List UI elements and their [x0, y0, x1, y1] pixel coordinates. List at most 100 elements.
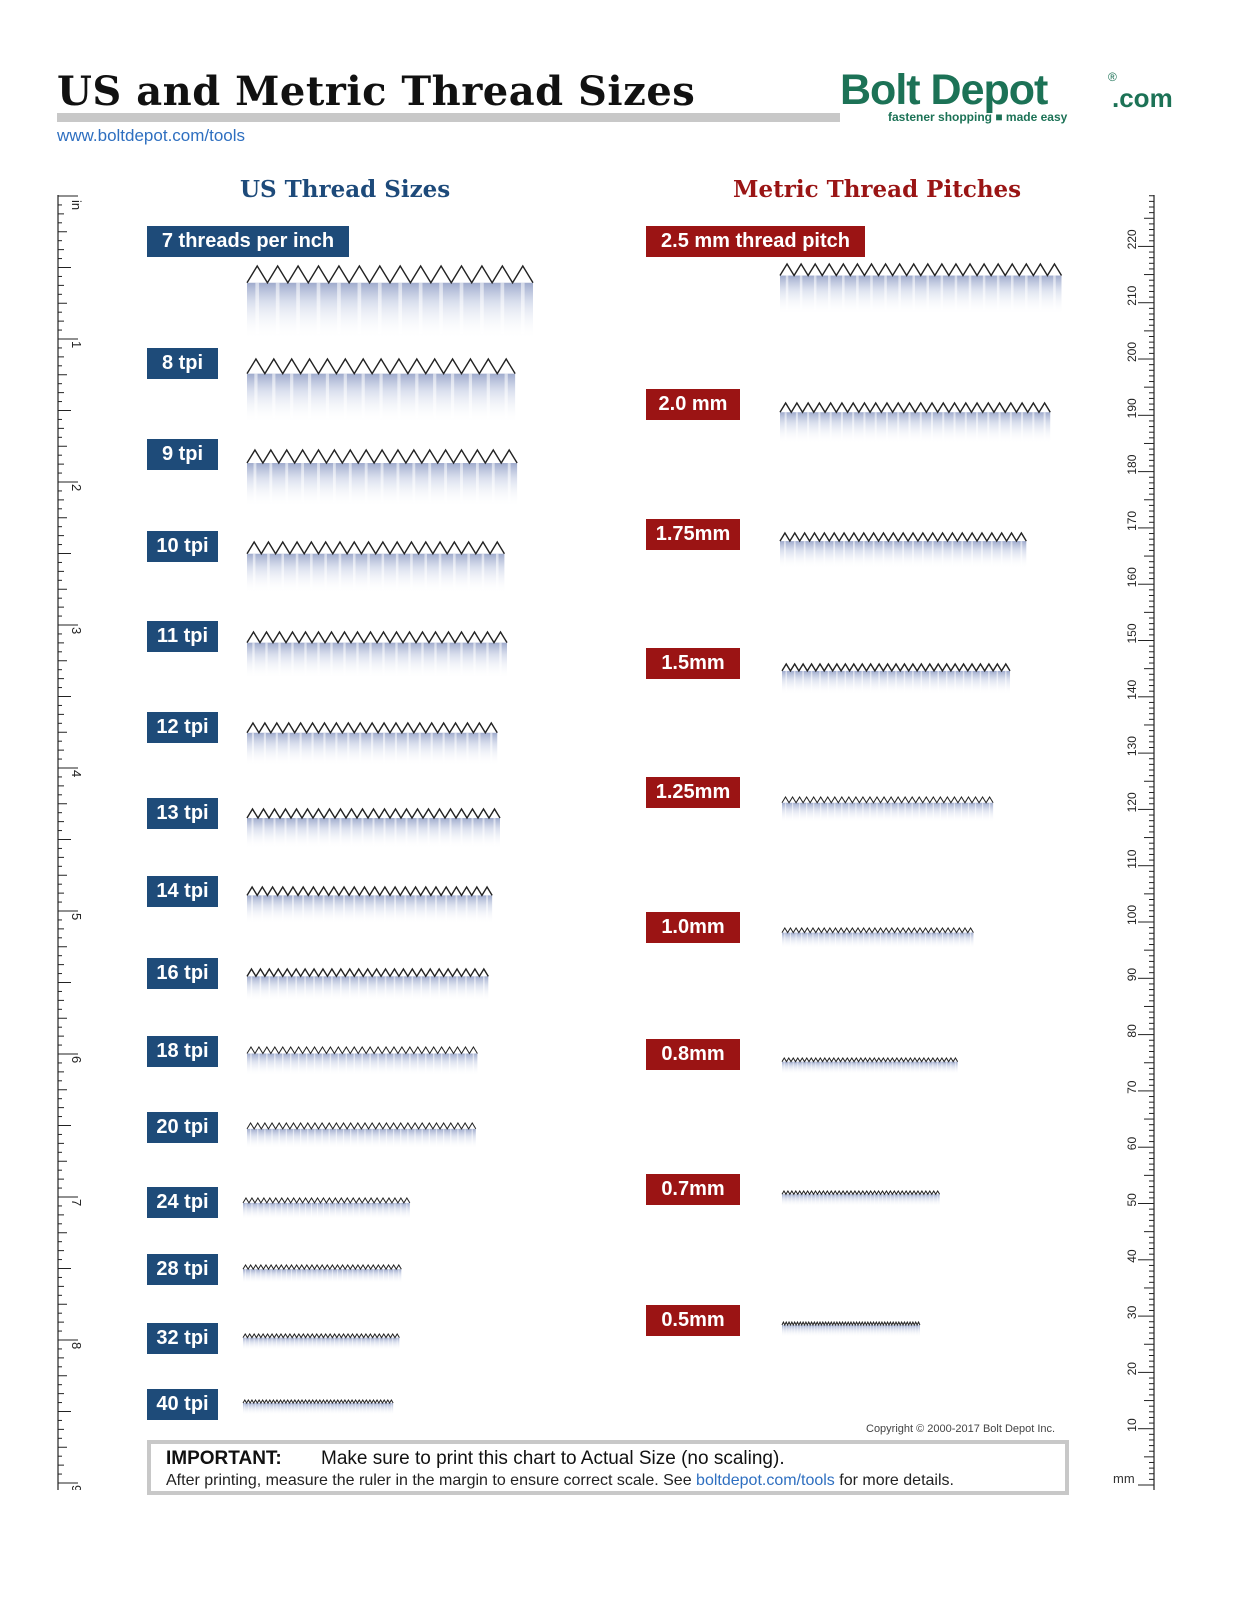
thread-shading [780, 412, 1051, 444]
logo-registered: ® [1108, 70, 1117, 84]
thread-profile [781, 927, 974, 934]
thread-shading [247, 282, 533, 340]
logo-wordmark: Bolt Depot [840, 66, 1048, 114]
ruler-label: 4 [69, 770, 84, 777]
thread-profile [781, 796, 994, 804]
metric-thread-label: 1.75mm [646, 519, 740, 550]
important-notice: IMPORTANT: Make sure to print this chart… [147, 1440, 1069, 1495]
us-thread-label: 10 tpi [147, 531, 218, 562]
us-thread-label: 20 tpi [147, 1112, 218, 1143]
metric-thread-label: 2.0 mm [646, 389, 740, 420]
thread-profile [246, 540, 505, 556]
us-thread-sample [246, 630, 508, 679]
us-thread-sample [246, 1046, 478, 1076]
thread-profile [246, 807, 501, 820]
thread-shading [247, 1128, 476, 1149]
thread-profile [781, 1190, 941, 1196]
ruler-label: 220 [1125, 229, 1139, 249]
metric-thread-sample [779, 531, 1027, 569]
metric-thread-sample [781, 1320, 921, 1337]
ruler-label: 60 [1125, 1137, 1139, 1151]
ruler-label: 150 [1125, 623, 1139, 643]
us-thread-label: 40 tpi [147, 1389, 218, 1420]
tools-link[interactable]: www.boltdepot.com/tools [57, 126, 246, 145]
ruler-label: 1 [69, 341, 84, 348]
ruler-label: 7 [69, 1199, 84, 1206]
details-text: After printing, measure the ruler in the… [166, 1472, 692, 1489]
metric-section-title: Metric Thread Pitches [733, 176, 1022, 203]
ruler-label: 140 [1125, 679, 1139, 699]
us-thread-label: 24 tpi [147, 1187, 218, 1218]
copyright: Copyright © 2000-2017 Bolt Depot Inc. [866, 1423, 1056, 1435]
thread-profile [242, 1264, 402, 1271]
ruler-label: 2 [69, 484, 84, 491]
thread-profile [246, 357, 516, 376]
us-thread-sample [246, 357, 516, 424]
ruler-label: in [69, 200, 84, 210]
thread-profile [781, 1320, 921, 1327]
ruler-label: 10 [1125, 1418, 1139, 1432]
us-thread-sample [246, 540, 505, 594]
us-thread-label: 7 threads per inch [147, 226, 349, 257]
thread-profile [781, 1057, 959, 1063]
ruler-label: 80 [1125, 1024, 1139, 1038]
us-thread-sample [242, 1197, 411, 1220]
us-thread-sample [242, 1264, 402, 1284]
thread-profile [779, 401, 1051, 414]
thread-profile [781, 662, 1011, 673]
us-thread-label: 16 tpi [147, 958, 218, 989]
metric-thread-sample [781, 1190, 941, 1207]
thread-shading [780, 275, 1062, 315]
thread-profile [242, 1399, 394, 1404]
thread-profile [242, 1333, 400, 1339]
thread-profile [779, 262, 1063, 277]
us-thread-label: 12 tpi [147, 712, 218, 743]
bolt-depot-logo[interactable]: Bolt Depot ® .com fastener shopping ■ ma… [840, 66, 1180, 128]
metric-thread-label: 1.5mm [646, 648, 740, 679]
thread-profile [246, 448, 518, 465]
page-title: US and Metric Thread Sizes [57, 68, 696, 115]
ruler-label: 90 [1125, 968, 1139, 982]
metric-thread-sample [781, 796, 994, 823]
important-text: Make sure to print this chart to Actual … [321, 1448, 785, 1469]
us-thread-label: 14 tpi [147, 876, 218, 907]
us-thread-label: 32 tpi [147, 1323, 218, 1354]
ruler-label: 130 [1125, 736, 1139, 756]
ruler-label: 200 [1125, 342, 1139, 362]
thread-shading [782, 932, 974, 949]
metric-thread-label: 1.25mm [646, 777, 740, 808]
ruler-label: 170 [1125, 511, 1139, 531]
thread-profile [246, 1046, 478, 1055]
us-thread-sample [242, 1399, 394, 1415]
thread-profile [246, 630, 508, 645]
thread-profile [246, 1122, 477, 1130]
us-thread-sample [246, 264, 534, 340]
us-thread-sample [246, 807, 501, 849]
us-section-title: US Thread Sizes [240, 176, 451, 203]
metric-thread-sample [781, 927, 974, 949]
ruler-label: 190 [1125, 398, 1139, 418]
ruler-label: 180 [1125, 454, 1139, 474]
ruler-label: 6 [69, 1056, 84, 1063]
ruler-label: 110 [1125, 849, 1139, 868]
us-thread-sample [242, 1333, 400, 1351]
metric-thread-label: 0.7mm [646, 1174, 740, 1205]
thread-profile [246, 885, 493, 897]
us-thread-label: 11 tpi [147, 621, 218, 652]
ruler-label: 160 [1125, 567, 1139, 587]
metric-thread-sample [779, 401, 1051, 444]
details-link[interactable]: boltdepot.com/tools [696, 1472, 835, 1489]
us-thread-label: 13 tpi [147, 798, 218, 829]
thread-profile [779, 531, 1027, 543]
mm-unit-label: mm [1113, 1471, 1135, 1486]
inch-ruler: in 1 2 3 4 5 6 7 8 9 [55, 195, 95, 1490]
us-thread-sample [246, 1122, 477, 1149]
ruler-label: 120 [1125, 792, 1139, 812]
us-thread-sample [246, 448, 518, 508]
metric-thread-sample [781, 1057, 959, 1075]
us-thread-sample [246, 967, 489, 1002]
thread-profile [246, 264, 534, 285]
metric-thread-label: 2.5 mm thread pitch [646, 226, 865, 257]
ruler-label: 20 [1125, 1362, 1139, 1376]
ruler-label: 5 [69, 913, 84, 920]
